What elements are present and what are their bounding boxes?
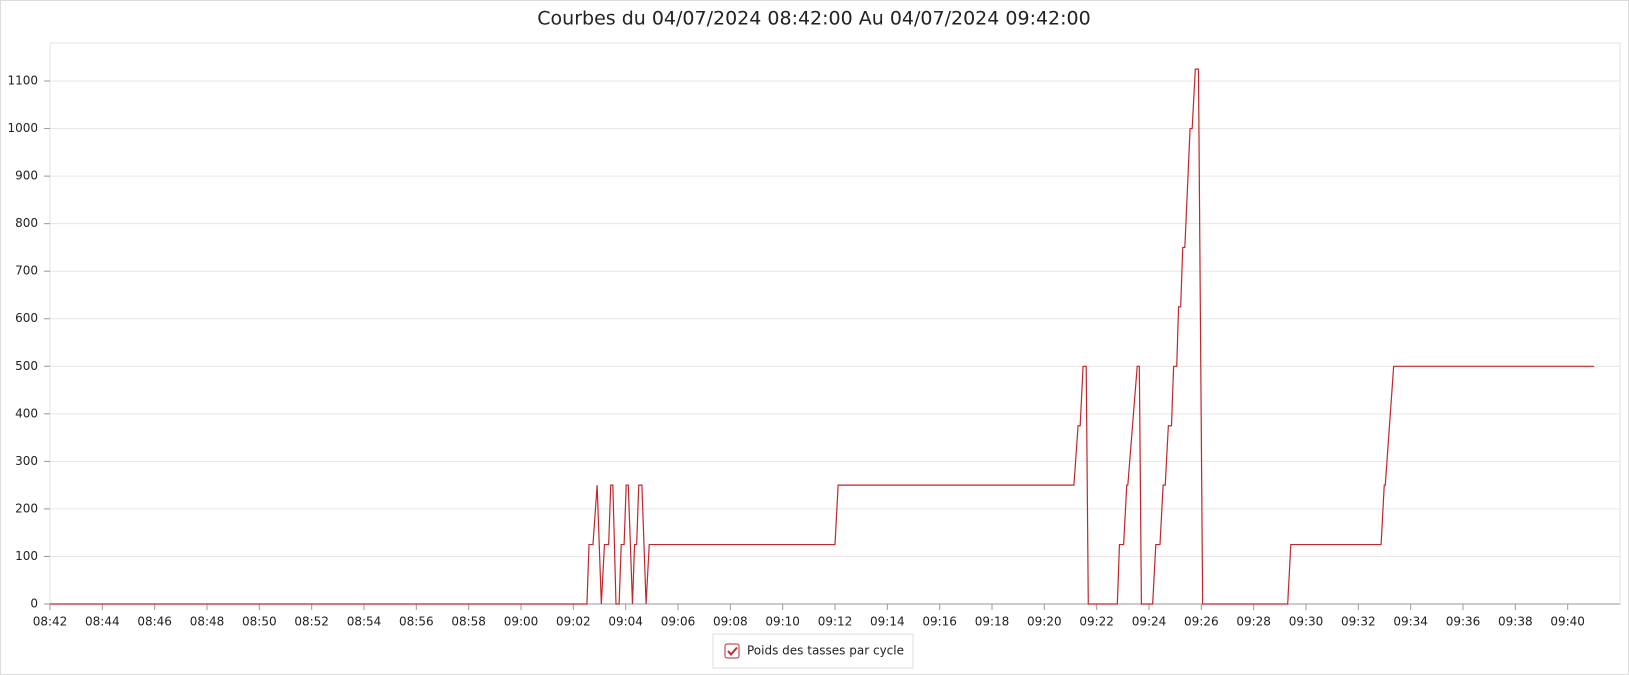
x-tick-label: 09:36 (1446, 615, 1481, 629)
y-tick-label: 100 (15, 549, 38, 563)
y-tick-label: 200 (15, 501, 38, 515)
x-tick-label: 09:38 (1498, 615, 1533, 629)
x-tick-label: 09:32 (1341, 615, 1376, 629)
legend-checkbox[interactable] (724, 643, 740, 659)
x-tick-label: 09:18 (975, 615, 1010, 629)
x-tick-label: 09:08 (713, 615, 748, 629)
y-tick-label: 400 (15, 406, 38, 420)
legend-check (727, 646, 738, 657)
x-tick-label: 09:00 (504, 615, 539, 629)
x-tick-label: 08:48 (190, 615, 225, 629)
x-tick-label: 09:20 (1027, 615, 1062, 629)
y-tick-label: 500 (15, 359, 38, 373)
x-tick-label: 09:40 (1550, 615, 1585, 629)
x-tick-label: 09:24 (1132, 615, 1167, 629)
series-line (50, 68, 1595, 605)
chart-title: Courbes du 04/07/2024 08:42:00 Au 04/07/… (537, 8, 1090, 30)
x-tick-label: 08:44 (85, 615, 120, 629)
y-tick-label: 1100 (7, 74, 38, 88)
x-tick-label: 08:54 (347, 615, 382, 629)
y-tick-label: 0 (30, 597, 38, 611)
x-tick-label: 09:22 (1079, 615, 1114, 629)
x-tick-label: 09:26 (1184, 615, 1219, 629)
x-tick-label: 09:06 (661, 615, 696, 629)
x-tick-label: 08:50 (242, 615, 277, 629)
legend-label[interactable]: Poids des tasses par cycle (747, 644, 904, 658)
x-tick-label: 09:30 (1289, 615, 1324, 629)
legend-box (712, 633, 914, 669)
x-tick-label: 08:42 (33, 615, 68, 629)
x-tick-label: 09:34 (1393, 615, 1428, 629)
y-tick-label: 600 (15, 311, 38, 325)
y-tick-label: 1000 (7, 121, 38, 135)
y-tick-label: 900 (15, 169, 38, 183)
x-tick-label: 09:04 (608, 615, 643, 629)
x-tick-label: 09:10 (765, 615, 800, 629)
x-tick-label: 08:56 (399, 615, 434, 629)
x-tick-label: 09:12 (818, 615, 853, 629)
x-tick-label: 08:58 (451, 615, 486, 629)
x-tick-label: 08:46 (137, 615, 172, 629)
x-tick-label: 09:14 (870, 615, 905, 629)
x-tick-label: 09:02 (556, 615, 591, 629)
y-tick-label: 800 (15, 216, 38, 230)
y-tick-label: 700 (15, 264, 38, 278)
x-tick-label: 09:16 (922, 615, 957, 629)
y-tick-label: 300 (15, 454, 38, 468)
x-tick-label: 09:28 (1236, 615, 1271, 629)
x-tick-label: 08:52 (294, 615, 329, 629)
